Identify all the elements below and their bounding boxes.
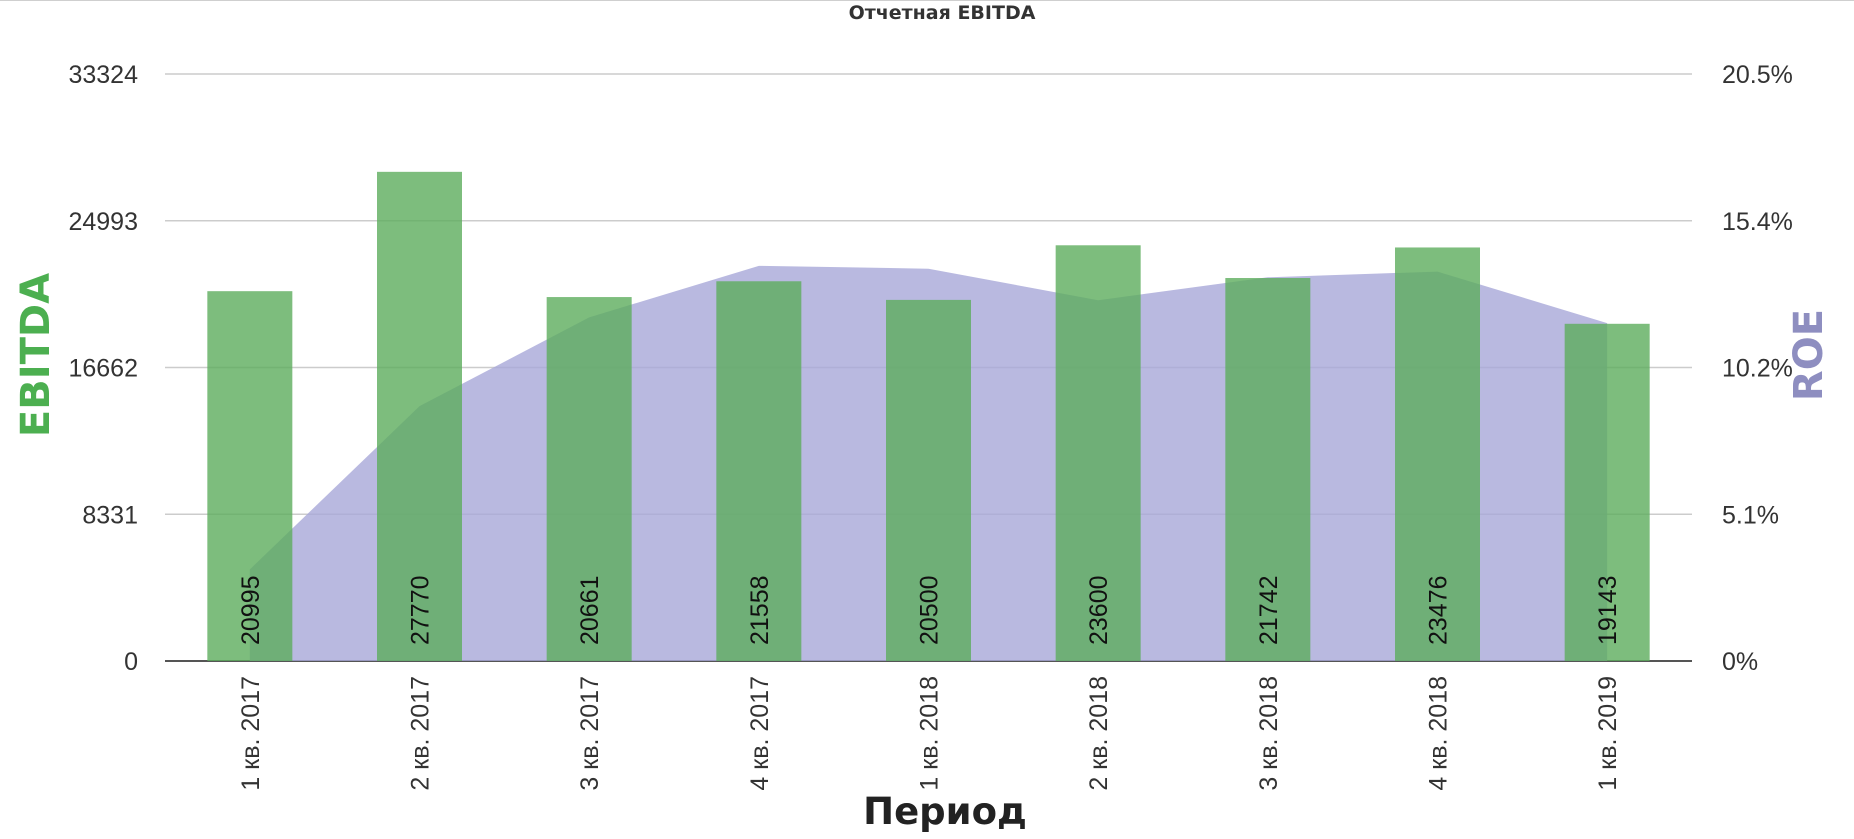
- x-axis-title: Период: [863, 790, 1027, 833]
- x-tick-label: 1 кв. 2019: [1594, 676, 1622, 791]
- bar-value-label: 20995: [237, 575, 265, 645]
- y-axis-title-ebitda: EBITDA: [13, 273, 59, 437]
- y2-tick-label: 10.2%: [1722, 355, 1793, 383]
- ebitda-bar[interactable]: [1225, 278, 1311, 661]
- x-tick-label: 4 кв. 2018: [1425, 676, 1453, 791]
- bar-value-label: 20661: [576, 575, 604, 645]
- x-tick-label: 4 кв. 2017: [746, 676, 774, 791]
- x-tick-label: 2 кв. 2018: [1085, 676, 1113, 791]
- bar-value-label: 21558: [746, 575, 774, 645]
- y-tick-label: 16662: [68, 355, 138, 383]
- ebitda-bar[interactable]: [886, 299, 971, 661]
- y2-tick-label: 0%: [1722, 648, 1758, 676]
- x-tick-label: 1 кв. 2017: [237, 676, 265, 791]
- ebitda-bar[interactable]: [1395, 247, 1480, 661]
- ebitda-bars: [207, 171, 1650, 662]
- y-tick-label: 0: [124, 648, 138, 676]
- bar-value-label: 21742: [1255, 575, 1283, 645]
- ebitda-bar[interactable]: [207, 291, 293, 661]
- ebitda-bar[interactable]: [1564, 323, 1650, 661]
- chart-title: Отчетная EBITDA: [849, 2, 1036, 24]
- y-tick-label: 33324: [68, 61, 138, 89]
- ebitda-bar[interactable]: [546, 297, 632, 661]
- x-tick-label: 1 кв. 2018: [916, 676, 944, 791]
- bar-value-label: 19143: [1594, 575, 1622, 645]
- bar-value-label: 23476: [1425, 575, 1453, 645]
- y2-tick-label: 5.1%: [1722, 501, 1779, 529]
- ebitda-bar[interactable]: [1055, 245, 1141, 661]
- top-border: [0, 0, 1854, 1]
- ebitda-bar[interactable]: [377, 171, 462, 662]
- y-tick-label: 24993: [68, 208, 138, 236]
- ebitda-bar[interactable]: [716, 281, 802, 661]
- right-axis-ticks: 0% 5.1% 10.2% 15.4% 20.5%: [1722, 61, 1793, 676]
- left-axis-ticks: 0 8331 16662 24993 33324: [68, 61, 138, 676]
- y-axis-title-roe: ROE: [1786, 309, 1832, 401]
- y-tick-label: 8331: [82, 501, 138, 529]
- x-tick-label: 2 кв. 2017: [407, 676, 435, 791]
- bar-value-label: 20500: [916, 575, 944, 645]
- y2-tick-label: 15.4%: [1722, 208, 1793, 236]
- bar-value-label: 27770: [407, 575, 435, 645]
- data-labels: 20995 27770 20661 21558 20500 23600 21742 23476…: [237, 575, 1622, 645]
- x-tick-label: 3 кв. 2018: [1255, 676, 1283, 791]
- bar-value-label: 23600: [1085, 575, 1113, 645]
- x-tick-label: 3 кв. 2017: [576, 676, 604, 791]
- y2-tick-label: 20.5%: [1722, 61, 1793, 89]
- category-labels: 1 кв. 2017 2 кв. 2017 3 кв. 2017 4 кв. 2017…: [237, 676, 1622, 791]
